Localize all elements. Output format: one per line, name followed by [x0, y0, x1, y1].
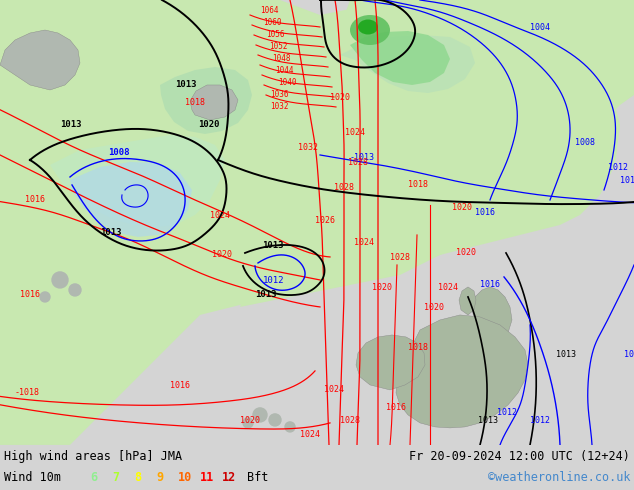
- Text: 1020: 1020: [212, 250, 232, 259]
- Polygon shape: [70, 162, 192, 237]
- Text: 1024: 1024: [324, 385, 344, 394]
- Text: -1013: -1013: [350, 153, 375, 162]
- Polygon shape: [240, 0, 634, 307]
- Text: 1013: 1013: [60, 120, 82, 129]
- Text: 1013: 1013: [478, 416, 498, 425]
- Text: 1020: 1020: [424, 303, 444, 312]
- Ellipse shape: [358, 20, 378, 34]
- Text: 1056: 1056: [266, 30, 285, 39]
- Text: 1016: 1016: [475, 208, 495, 217]
- Text: 1013: 1013: [556, 350, 576, 359]
- Polygon shape: [50, 135, 225, 227]
- Text: 1016: 1016: [170, 381, 190, 390]
- Text: Wind 10m: Wind 10m: [4, 471, 61, 485]
- Text: ©weatheronline.co.uk: ©weatheronline.co.uk: [488, 471, 630, 485]
- Text: -1018: -1018: [15, 388, 40, 397]
- Text: 1012: 1012: [530, 416, 550, 425]
- Text: 1012: 1012: [608, 163, 628, 172]
- Polygon shape: [0, 30, 80, 90]
- Text: 1026: 1026: [315, 216, 335, 225]
- Polygon shape: [472, 287, 512, 350]
- Circle shape: [253, 408, 267, 422]
- Text: 1048: 1048: [272, 54, 290, 63]
- Text: Bft: Bft: [247, 471, 268, 485]
- Circle shape: [69, 284, 81, 296]
- Ellipse shape: [350, 15, 390, 45]
- Text: 1012: 1012: [263, 276, 285, 285]
- Text: High wind areas [hPa] JMA: High wind areas [hPa] JMA: [4, 450, 182, 464]
- Polygon shape: [190, 85, 238, 120]
- Text: 1013: 1013: [175, 80, 197, 89]
- Polygon shape: [0, 0, 620, 445]
- Text: 1013: 1013: [262, 241, 283, 250]
- Circle shape: [243, 418, 253, 428]
- Text: 1024: 1024: [354, 238, 374, 247]
- Text: 1044: 1044: [275, 66, 294, 75]
- Text: 1028: 1028: [340, 416, 360, 425]
- Text: 1008: 1008: [624, 350, 634, 359]
- Text: 1024: 1024: [210, 211, 230, 220]
- Polygon shape: [340, 35, 475, 93]
- Text: 1020: 1020: [372, 283, 392, 292]
- Text: 1020: 1020: [198, 120, 219, 129]
- Text: 1036: 1036: [270, 90, 288, 99]
- Text: 1052: 1052: [269, 42, 287, 51]
- Text: 1064: 1064: [260, 6, 278, 15]
- Circle shape: [40, 292, 50, 302]
- Text: 1008: 1008: [575, 138, 595, 147]
- Text: 1018: 1018: [408, 180, 428, 189]
- Text: 1012: 1012: [497, 408, 517, 417]
- Text: 1060: 1060: [263, 18, 281, 27]
- Text: 6: 6: [90, 471, 97, 485]
- Circle shape: [52, 272, 68, 288]
- Text: 1024: 1024: [438, 283, 458, 292]
- Text: 7: 7: [112, 471, 119, 485]
- Text: 1013: 1013: [255, 290, 276, 299]
- Text: 1004: 1004: [530, 23, 550, 32]
- Text: 1016: 1016: [386, 403, 406, 412]
- Text: 1032: 1032: [270, 102, 288, 111]
- Text: 1024: 1024: [300, 430, 320, 439]
- Polygon shape: [356, 335, 425, 390]
- Text: 1018: 1018: [185, 98, 205, 107]
- Text: 1040: 1040: [278, 78, 297, 87]
- Text: 1013: 1013: [100, 228, 122, 237]
- Text: 1028: 1028: [348, 158, 368, 167]
- Polygon shape: [160, 67, 252, 134]
- Circle shape: [285, 422, 295, 432]
- Polygon shape: [459, 287, 476, 315]
- Text: 10: 10: [178, 471, 192, 485]
- Text: 1020: 1020: [240, 416, 260, 425]
- Text: 1008: 1008: [108, 148, 129, 157]
- Text: 1016: 1016: [20, 290, 40, 299]
- Text: 1016: 1016: [25, 195, 45, 204]
- Text: 1028: 1028: [334, 183, 354, 192]
- Polygon shape: [396, 315, 528, 428]
- Text: 1020: 1020: [330, 93, 350, 102]
- Text: 1028: 1028: [390, 253, 410, 262]
- Text: 1024: 1024: [345, 128, 365, 137]
- Text: 11: 11: [200, 471, 214, 485]
- Text: 1013: 1013: [620, 176, 634, 185]
- Text: Fr 20-09-2024 12:00 UTC (12+24): Fr 20-09-2024 12:00 UTC (12+24): [409, 450, 630, 464]
- Text: 1020: 1020: [452, 203, 472, 212]
- Text: 1016: 1016: [480, 280, 500, 289]
- Polygon shape: [350, 31, 450, 85]
- Text: 1018: 1018: [408, 343, 428, 352]
- Text: 1020: 1020: [456, 248, 476, 257]
- Text: 1032: 1032: [298, 143, 318, 152]
- Circle shape: [269, 414, 281, 426]
- Text: 9: 9: [156, 471, 163, 485]
- Text: 8: 8: [134, 471, 141, 485]
- Text: 12: 12: [222, 471, 236, 485]
